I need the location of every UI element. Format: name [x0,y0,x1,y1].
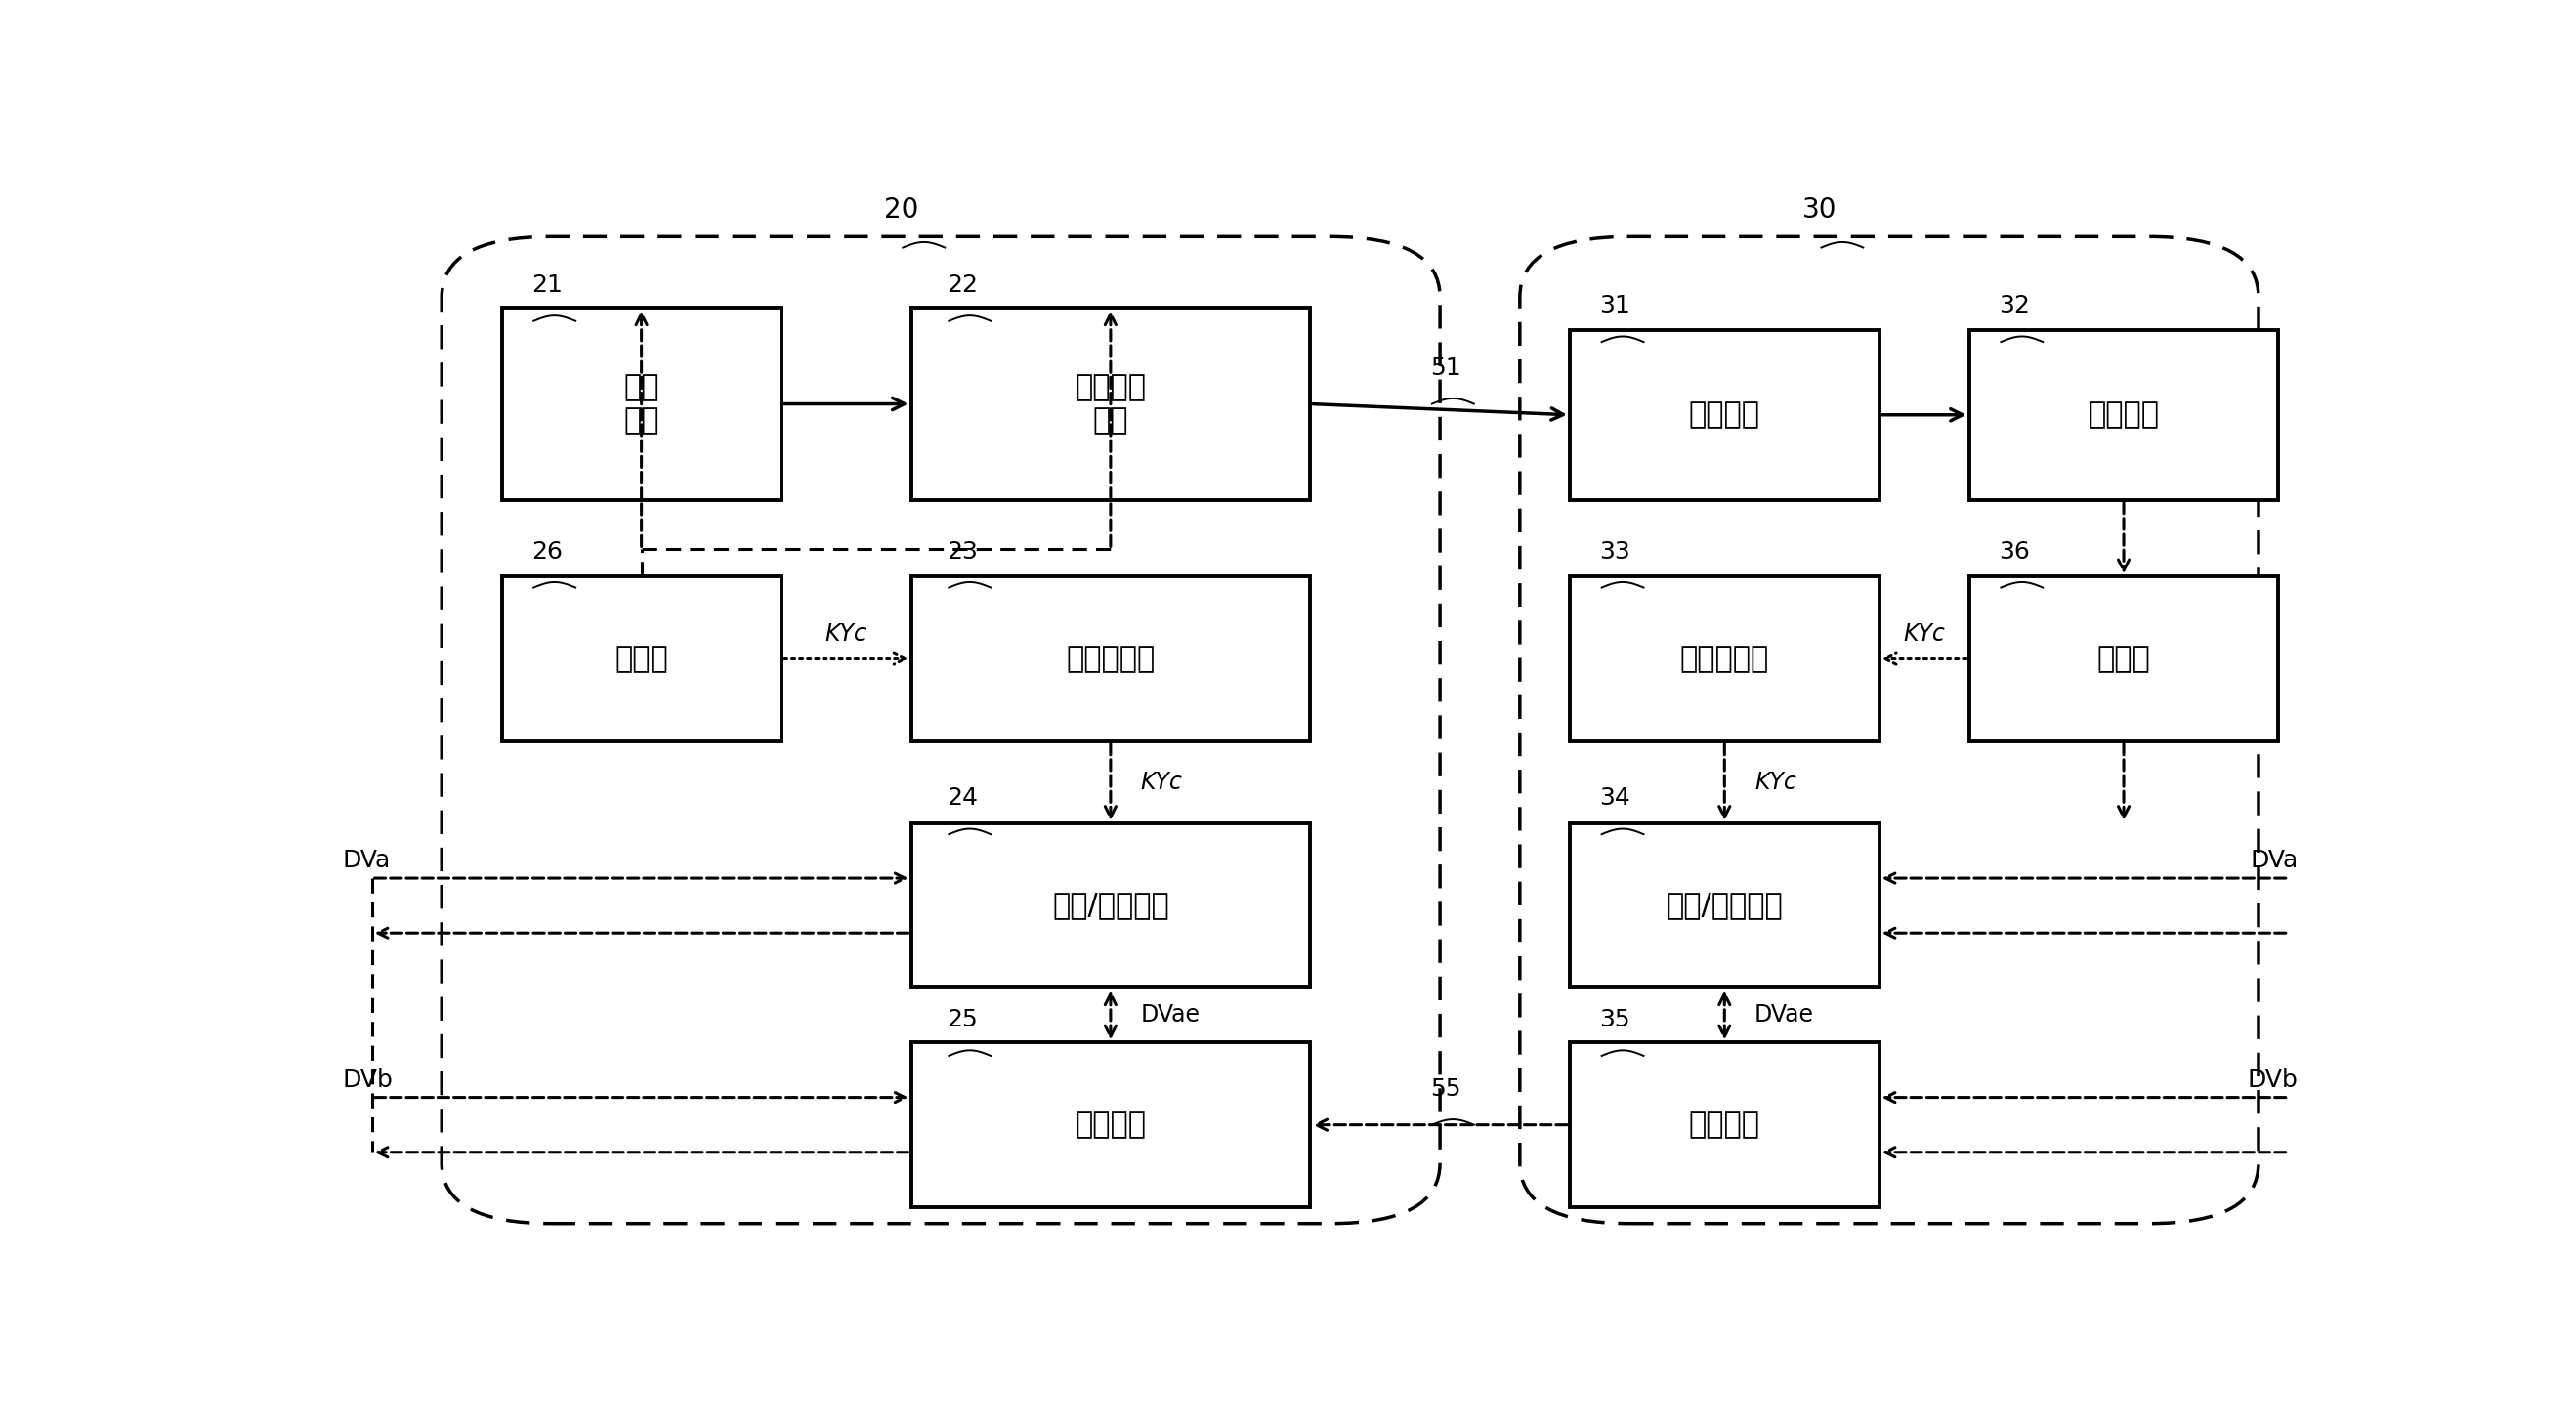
Text: 密鑰存储器: 密鑰存储器 [1680,645,1770,674]
Text: 33: 33 [1600,540,1631,564]
FancyBboxPatch shape [1569,1042,1880,1208]
Text: 光学单元: 光学单元 [1690,400,1759,429]
Text: DVae: DVae [1141,1004,1200,1027]
Text: DVb: DVb [2249,1068,2298,1092]
FancyBboxPatch shape [1569,577,1880,740]
Text: 光源
单元: 光源 单元 [623,373,659,434]
FancyBboxPatch shape [502,577,781,740]
FancyBboxPatch shape [1968,577,2277,740]
Text: 34: 34 [1600,786,1631,810]
Text: 加密/解码单元: 加密/解码单元 [1667,891,1783,920]
Text: KYc: KYc [824,622,868,645]
FancyBboxPatch shape [912,308,1311,500]
Text: DVa: DVa [343,849,389,873]
Text: KYc: KYc [1904,622,1945,645]
Text: 35: 35 [1600,1008,1631,1031]
FancyBboxPatch shape [912,1042,1311,1208]
Text: 30: 30 [1803,197,1837,224]
FancyBboxPatch shape [1569,823,1880,988]
Text: DVae: DVae [1754,1004,1814,1027]
Text: KYc: KYc [1141,770,1182,795]
FancyBboxPatch shape [912,823,1311,988]
Text: 密鑰存储器: 密鑰存储器 [1066,645,1154,674]
Text: 21: 21 [531,273,562,298]
FancyBboxPatch shape [912,577,1311,740]
Text: 通信单元: 通信单元 [1690,1111,1759,1139]
FancyBboxPatch shape [1569,330,1880,500]
Text: 通信单元: 通信单元 [1074,1111,1146,1139]
Text: 24: 24 [948,786,979,810]
Text: 32: 32 [1999,295,2030,318]
Text: 23: 23 [948,540,979,564]
Text: 控制器: 控制器 [2097,645,2151,674]
Text: 36: 36 [1999,540,2030,564]
FancyBboxPatch shape [502,308,781,500]
Text: 55: 55 [1430,1077,1461,1101]
Text: 25: 25 [948,1008,979,1031]
Text: 22: 22 [948,273,979,298]
Text: 51: 51 [1430,356,1461,380]
Text: DVb: DVb [343,1068,392,1092]
Text: KYc: KYc [1754,770,1795,795]
Text: 31: 31 [1600,295,1631,318]
Text: 控制器: 控制器 [616,645,667,674]
Text: 20: 20 [884,197,917,224]
FancyBboxPatch shape [1968,330,2277,500]
Text: 受光单元: 受光单元 [2089,400,2159,429]
Text: 26: 26 [531,540,564,564]
Text: 加密/解码单元: 加密/解码单元 [1051,891,1170,920]
Text: 偏振调制
单元: 偏振调制 单元 [1074,373,1146,434]
Text: DVa: DVa [2251,849,2298,873]
